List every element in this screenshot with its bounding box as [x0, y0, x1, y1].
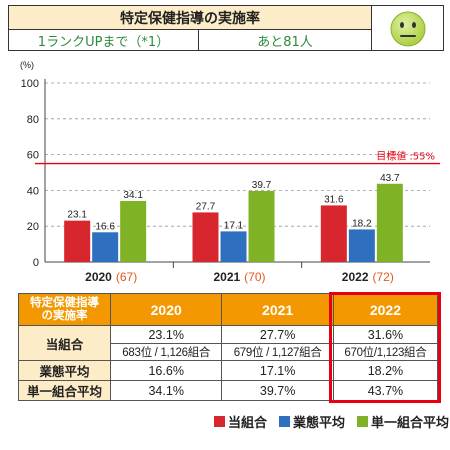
- legend-item: 当組合: [214, 412, 267, 431]
- legend-item: 単一組合平均: [357, 412, 449, 431]
- row-label-industry: 業態平均: [18, 360, 111, 381]
- y-tick-label: 100: [21, 78, 39, 90]
- x-tick-label: 2022 (72): [342, 270, 394, 284]
- table-corner: 特定保健指導 の実施率: [18, 293, 111, 326]
- bar-value-label: 27.7: [196, 201, 216, 212]
- legend: 当組合 業態平均 単一組合平均: [214, 412, 449, 431]
- cell-own-rank: 670位/1,123組合: [332, 343, 439, 361]
- table-header-row: 特定保健指導 の実施率 2020 2021 2022: [18, 293, 439, 326]
- legend-swatch-industry: [279, 416, 291, 427]
- x-tick-label: 2021 (70): [213, 270, 265, 284]
- row-label-own: 当組合: [18, 325, 111, 361]
- bar-value-label: 18.2: [352, 218, 372, 229]
- bar-value-label: 31.6: [324, 194, 344, 205]
- bar: [320, 205, 347, 262]
- x-tick-year: 2021: [213, 270, 240, 284]
- rate-table: 特定保健指導 の実施率 2020 2021 2022 当組合 23.1% 27.…: [18, 293, 439, 401]
- legend-swatch-own: [214, 416, 225, 427]
- y-tick-label: 20: [27, 221, 39, 233]
- remaining-count: あと81人: [199, 30, 372, 51]
- bar: [376, 183, 403, 262]
- x-tick-year: 2022: [342, 270, 369, 284]
- bar: [64, 220, 91, 262]
- cell-own-rank: 683位 / 1,126組合: [109, 343, 223, 361]
- bar-value-label: 39.7: [252, 180, 272, 191]
- cell-single-pct: 39.7%: [221, 380, 334, 401]
- x-tick-count: (72): [373, 270, 394, 284]
- row-label-single: 単一組合平均: [18, 380, 111, 401]
- legend-label: 単一組合平均: [371, 416, 450, 431]
- header-box: 特定保健指導の実施率 1ランクUPまで（*1） あと81人: [8, 5, 444, 51]
- legend-label: 業態平均: [293, 416, 346, 431]
- bar-value-label: 34.1: [123, 190, 143, 201]
- cell-industry-pct: 16.6%: [109, 360, 223, 381]
- cell-industry-pct: 17.1%: [221, 360, 334, 381]
- table-row: 当組合 23.1% 27.7% 31.6%: [18, 325, 439, 361]
- corner-line-2: の実施率: [41, 309, 88, 322]
- bar-chart: (%) 0 20 40 60 80 100 目標値 :55% 23.1 16.6 34.1 2020 (…: [20, 60, 440, 284]
- bar: [220, 231, 247, 262]
- x-tick-year: 2020: [85, 270, 112, 284]
- bar-value-label: 17.1: [224, 220, 244, 231]
- table-row: 683位 / 1,126組合 679位 / 1,127組合 670位/1,123…: [19, 343, 439, 361]
- y-tick-label: 60: [27, 150, 39, 162]
- legend-item: 業態平均: [279, 412, 345, 431]
- bar-value-label: 16.6: [95, 221, 115, 232]
- table-row: 単一組合平均 34.1% 39.7% 43.7%: [18, 380, 439, 401]
- x-tick-count: (67): [116, 270, 137, 284]
- table-row: 業態平均 16.6% 17.1% 18.2%: [18, 360, 439, 381]
- y-tick-label: 80: [27, 114, 39, 126]
- cell-own-pct: 23.1%: [109, 325, 223, 344]
- bar: [120, 200, 147, 262]
- target-label: 目標値 :55%: [376, 150, 435, 163]
- y-unit-label: (%): [20, 60, 34, 70]
- bar: [348, 229, 375, 262]
- x-tick-label: 2020 (67): [85, 270, 137, 284]
- bar: [248, 190, 275, 262]
- year-header: 2020: [109, 293, 223, 326]
- bar-value-label: 43.7: [380, 173, 400, 184]
- bar: [192, 212, 219, 262]
- highlight-frame-2022: [329, 292, 441, 403]
- corner-line-1: 特定保健指導: [30, 296, 99, 309]
- cell-own-rank: 679位 / 1,127組合: [221, 343, 334, 361]
- year-header: 2022: [332, 293, 439, 326]
- legend-swatch-single: [357, 416, 369, 427]
- rank-up-label: 1ランクUPまで（*1）: [9, 30, 199, 51]
- x-tick-count: (70): [244, 270, 265, 284]
- cell-single-pct: 43.7%: [332, 380, 439, 401]
- year-header: 2021: [221, 293, 334, 326]
- bar-value-label: 23.1: [67, 210, 87, 221]
- y-tick-label: 0: [33, 257, 39, 269]
- cell-own-pct: 27.7%: [221, 325, 334, 344]
- y-tick-label: 40: [27, 185, 39, 197]
- page-title: 特定保健指導の実施率: [9, 6, 372, 30]
- neutral-face-icon: [372, 6, 444, 51]
- bar: [92, 232, 119, 262]
- legend-label: 当組合: [228, 416, 268, 431]
- cell-single-pct: 34.1%: [109, 380, 223, 401]
